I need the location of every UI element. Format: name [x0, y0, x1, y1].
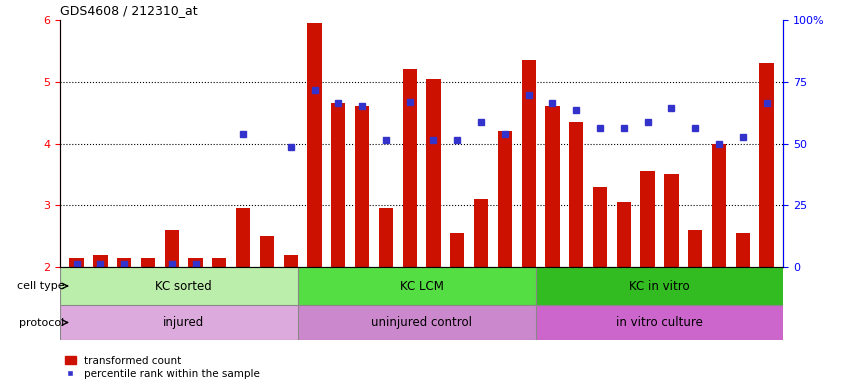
Bar [616, 202, 631, 267]
Bar [593, 187, 607, 267]
Text: injured: injured [163, 316, 205, 329]
Bar [640, 171, 655, 267]
Text: in vitro culture: in vitro culture [616, 316, 703, 329]
Bar [735, 233, 750, 267]
Bar [426, 79, 441, 267]
Bar [188, 258, 203, 267]
Bar [664, 174, 679, 267]
Text: protocol: protocol [20, 318, 65, 328]
Bar [60, 267, 307, 305]
Bar [141, 258, 155, 267]
Bar [402, 70, 417, 267]
Bar [60, 305, 307, 340]
Bar [355, 106, 369, 267]
Bar [93, 255, 108, 267]
Bar [450, 233, 465, 267]
Bar [378, 209, 393, 267]
Legend: transformed count, percentile rank within the sample: transformed count, percentile rank withi… [65, 356, 259, 379]
Bar [164, 230, 179, 267]
Bar [536, 267, 783, 305]
Bar [331, 103, 346, 267]
Bar [117, 258, 131, 267]
Text: GDS4608 / 212310_at: GDS4608 / 212310_at [60, 5, 198, 17]
Bar [545, 106, 560, 267]
Text: KC LCM: KC LCM [400, 280, 443, 293]
Text: KC sorted: KC sorted [155, 280, 212, 293]
Bar [536, 305, 783, 340]
Bar [212, 258, 227, 267]
Bar [712, 144, 726, 267]
Bar [298, 305, 545, 340]
Bar [283, 255, 298, 267]
Bar [474, 199, 488, 267]
Bar [307, 23, 322, 267]
Bar [236, 209, 250, 267]
Bar [688, 230, 702, 267]
Bar [759, 63, 774, 267]
Text: KC in vitro: KC in vitro [629, 280, 690, 293]
Bar [521, 60, 536, 267]
Bar [259, 236, 274, 267]
Text: cell type: cell type [17, 281, 65, 291]
Bar [497, 131, 512, 267]
Bar [298, 267, 545, 305]
Text: uninjured control: uninjured control [372, 316, 472, 329]
Bar [569, 122, 584, 267]
Bar [69, 258, 84, 267]
